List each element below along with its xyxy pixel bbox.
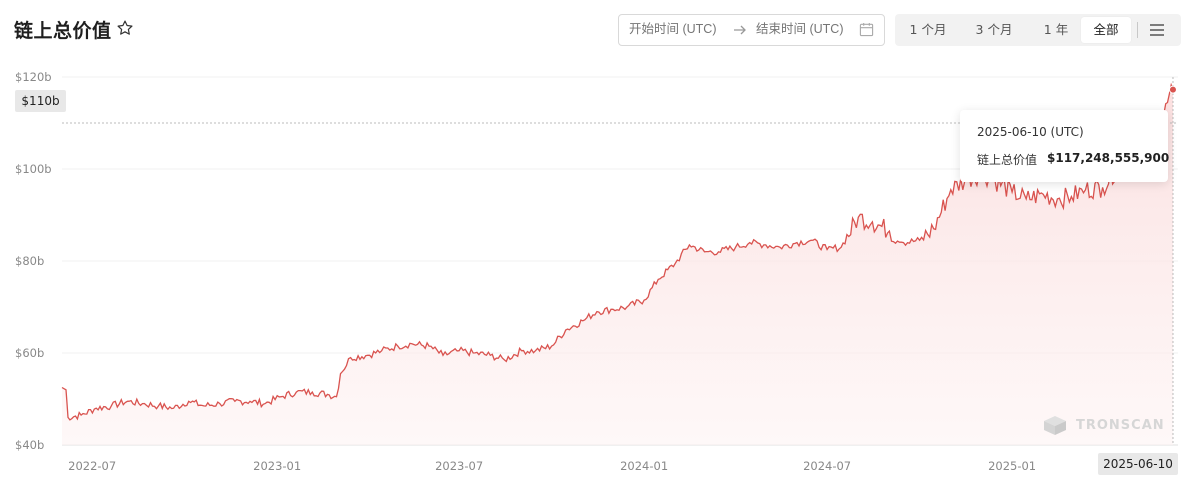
y-tick-label: $60b <box>15 346 44 360</box>
range-1-year-button[interactable]: 1 年 <box>1043 22 1069 37</box>
menu-icon[interactable] <box>1149 23 1165 37</box>
range-3-months-button[interactable]: 3 个月 <box>975 22 1013 37</box>
crosshair-y-label: $110b <box>15 90 66 112</box>
value-line <box>61 82 1174 421</box>
crosshair-x-label: 2025-06-10 <box>1098 453 1178 475</box>
tooltip-value: $117,248,555,900 <box>1047 151 1170 165</box>
chart-header: 链上总价值 1 个月 3 个月 1 年 全部 <box>0 0 1200 60</box>
y-tick-label: $40b <box>15 438 44 452</box>
tooltip-date: 2025-06-10 (UTC) <box>977 125 1084 139</box>
range-divider <box>1137 22 1138 38</box>
range-all-button[interactable]: 全部 <box>1081 17 1131 43</box>
range-1-month-button[interactable]: 1 个月 <box>909 22 947 37</box>
y-axis: $40b $60b $80b $100b $120b <box>15 70 52 452</box>
watermark-text: TRONSCAN <box>1076 418 1165 433</box>
y-tick-label: $80b <box>15 254 44 268</box>
arrow-right-icon <box>734 25 746 35</box>
range-selector: 1 个月 3 个月 1 年 全部 <box>895 14 1181 46</box>
tooltip-label: 链上总价值 <box>977 153 1038 167</box>
end-date-input[interactable] <box>756 22 856 36</box>
date-range-picker[interactable] <box>618 14 885 46</box>
x-tick-label: 2024-07 <box>803 459 851 473</box>
start-date-input[interactable] <box>629 22 729 36</box>
y-tick-label: $100b <box>15 162 52 176</box>
x-tick-label: 2023-07 <box>435 459 483 473</box>
x-tick-label: 2022-07 <box>68 459 116 473</box>
chart-tooltip: 2025-06-10 (UTC) 链上总价值 $117,248,555,900 <box>960 110 1170 182</box>
x-tick-label: 2023-01 <box>253 459 301 473</box>
star-icon[interactable] <box>116 19 134 37</box>
tronscan-logo-icon <box>1044 416 1066 435</box>
x-tick-label: 2024-01 <box>620 459 668 473</box>
calendar-icon[interactable] <box>859 22 874 37</box>
x-axis: 2022-07 2023-01 2023-07 2024-01 2024-07 2025-… <box>68 459 1036 473</box>
tronscan-watermark: TRONSCAN <box>1040 414 1165 438</box>
tvl-area-chart: $40b$60b$80b$100b$120b 2022-07 2023-01 202… <box>15 70 1178 473</box>
hover-point <box>1168 85 1177 94</box>
page-title: 链上总价值 <box>14 20 112 42</box>
y-tick-label: $120b <box>15 70 52 84</box>
value-area <box>62 85 1173 445</box>
x-tick-label: 2025-01 <box>988 459 1036 473</box>
